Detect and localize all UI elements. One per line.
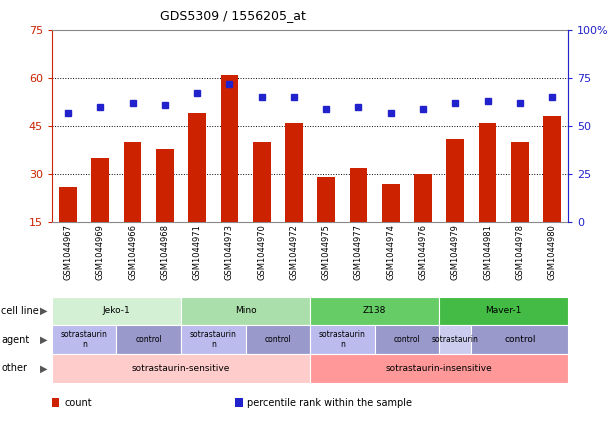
Text: Z138: Z138: [363, 306, 386, 316]
Text: control: control: [393, 335, 420, 344]
Bar: [59, 187, 77, 271]
Text: Jeko-1: Jeko-1: [103, 306, 130, 316]
Bar: [285, 123, 303, 271]
Bar: [188, 113, 206, 271]
Text: ▶: ▶: [40, 306, 48, 316]
Bar: [156, 148, 174, 271]
Bar: [447, 139, 464, 271]
Bar: [543, 116, 561, 271]
Bar: [253, 142, 271, 271]
Bar: [124, 142, 142, 271]
Bar: [317, 178, 335, 271]
Bar: [511, 142, 529, 271]
Text: sotrastaurin
n: sotrastaurin n: [60, 330, 108, 349]
Bar: [349, 168, 367, 271]
Text: Maver-1: Maver-1: [486, 306, 522, 316]
Bar: [221, 74, 238, 271]
Text: other: other: [1, 363, 27, 374]
Bar: [414, 174, 432, 271]
Text: ▶: ▶: [40, 363, 48, 374]
Text: GDS5309 / 1556205_at: GDS5309 / 1556205_at: [159, 9, 306, 22]
Bar: [92, 158, 109, 271]
Text: sotrastaurin
n: sotrastaurin n: [319, 330, 366, 349]
Bar: [382, 184, 400, 271]
Text: count: count: [64, 398, 92, 408]
Text: cell line: cell line: [1, 306, 39, 316]
Text: percentile rank within the sample: percentile rank within the sample: [247, 398, 412, 408]
Text: control: control: [136, 335, 162, 344]
Text: sotrastaurin-sensitive: sotrastaurin-sensitive: [132, 364, 230, 373]
Text: agent: agent: [1, 335, 29, 345]
Bar: [478, 123, 496, 271]
Text: sotrastaurin-insensitive: sotrastaurin-insensitive: [386, 364, 492, 373]
Text: ▶: ▶: [40, 335, 48, 345]
Text: control: control: [504, 335, 536, 344]
Text: sotrastaurin: sotrastaurin: [432, 335, 479, 344]
Text: control: control: [265, 335, 291, 344]
Text: Mino: Mino: [235, 306, 257, 316]
Text: sotrastaurin
n: sotrastaurin n: [190, 330, 236, 349]
